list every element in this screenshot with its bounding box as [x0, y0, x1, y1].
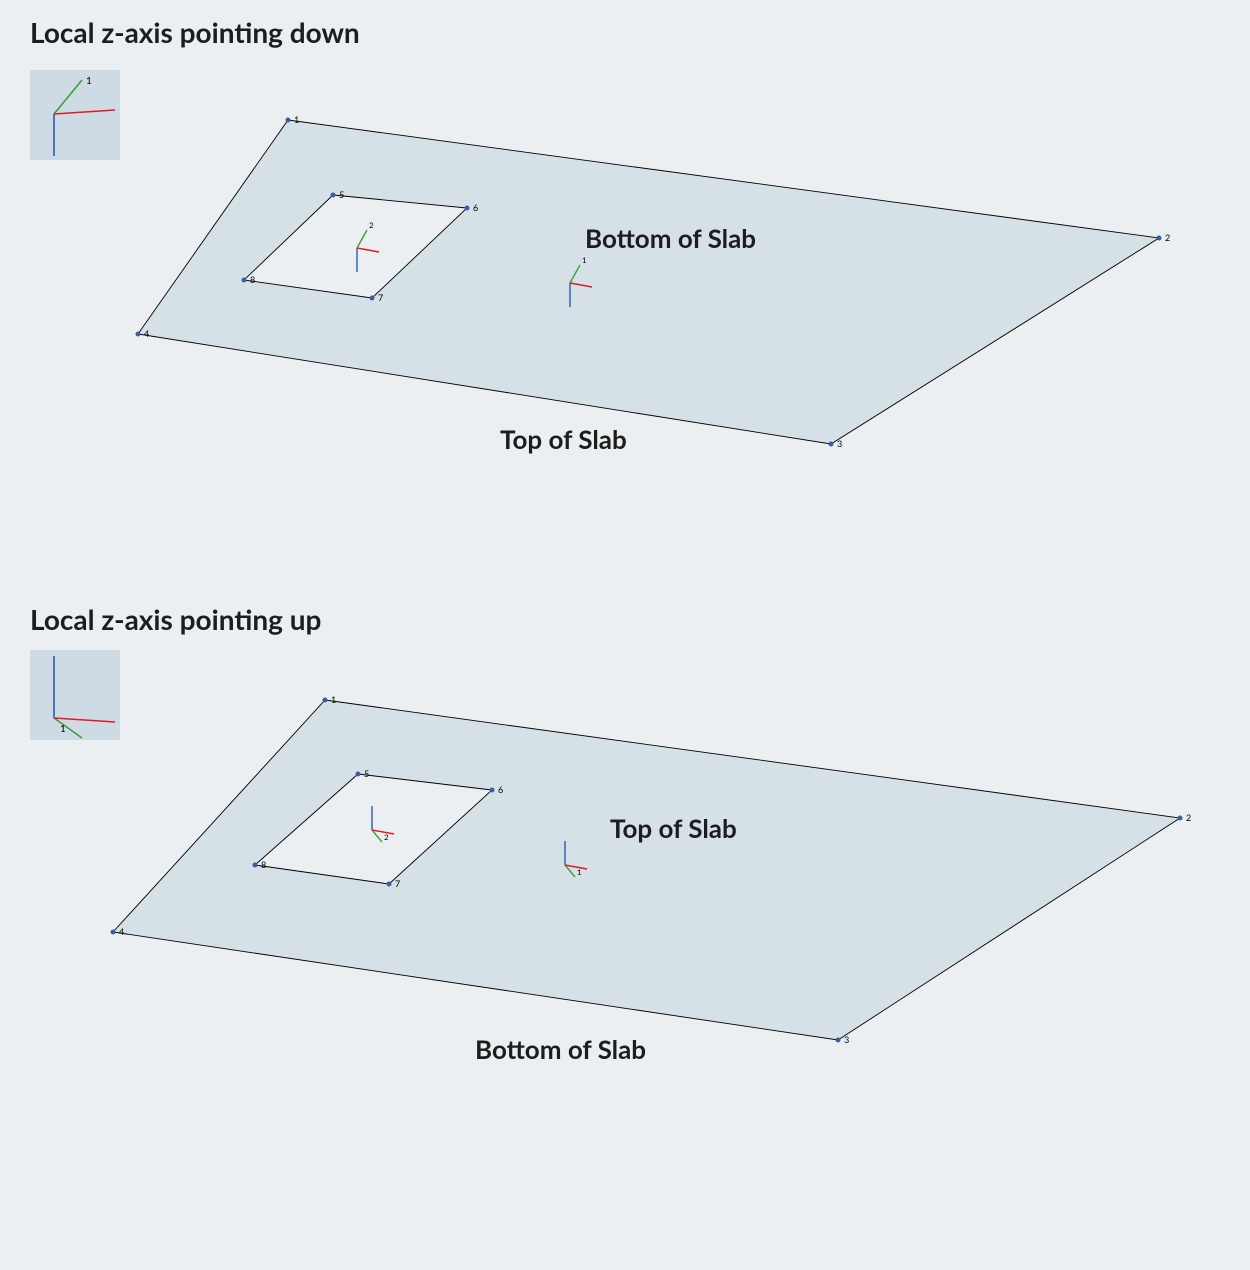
node-point: [829, 442, 834, 447]
node-label: 1: [294, 114, 299, 125]
node-label: 2: [1165, 232, 1170, 243]
node-label: 6: [473, 202, 478, 213]
node-point: [111, 930, 116, 935]
slab-diagram-2: 1 2 3 4 5 6 7 8 1 2: [100, 670, 1210, 1110]
node-label: 7: [378, 292, 383, 303]
slab-svg: 1 2 3 4 5 6 7 8 1 2: [125, 90, 1185, 490]
node-point: [1178, 816, 1183, 821]
node-label: 1: [331, 694, 336, 705]
node-point: [136, 332, 141, 337]
slab-diagram-1: 1 2 3 4 5 6 7 8 1 2: [125, 90, 1185, 490]
svg-text:1: 1: [60, 723, 66, 735]
axis-thumb-1: 1: [30, 70, 120, 160]
slab-svg: 1 2 3 4 5 6 7 8 1 2: [100, 670, 1210, 1110]
label-top-of-slab-1: Top of Slab: [500, 423, 627, 455]
node-point: [836, 1038, 841, 1043]
node-point: [323, 698, 328, 703]
node-point: [465, 206, 470, 211]
node-point: [253, 863, 258, 868]
svg-text:1: 1: [577, 867, 582, 877]
node-point: [370, 296, 375, 301]
label-top-of-slab-2: Top of Slab: [610, 812, 737, 844]
heading-1: Local z-axis pointing down: [30, 15, 360, 49]
node-point: [356, 772, 361, 777]
node-label: 7: [395, 878, 400, 889]
node-point: [286, 118, 291, 123]
node-label: 3: [844, 1034, 849, 1045]
label-bottom-of-slab-2: Bottom of Slab: [475, 1033, 646, 1065]
slab-outer: [113, 700, 1180, 1040]
svg-text:2: 2: [384, 832, 389, 842]
node-label: 8: [261, 859, 266, 870]
svg-text:1: 1: [582, 255, 587, 265]
node-label: 6: [498, 784, 503, 795]
node-label: 2: [1186, 812, 1191, 823]
node-point: [331, 193, 336, 198]
node-point: [242, 278, 247, 283]
svg-text:2: 2: [369, 220, 374, 230]
node-label: 4: [144, 328, 149, 339]
node-label: 5: [339, 189, 344, 200]
heading-2: Local z-axis pointing up: [30, 602, 321, 636]
node-label: 3: [837, 438, 842, 449]
axis-icon: 1: [30, 70, 120, 160]
node-label: 8: [250, 274, 255, 285]
node-label: 4: [119, 926, 124, 937]
node-point: [1157, 236, 1162, 241]
node-point: [387, 882, 392, 887]
node-label: 5: [364, 768, 369, 779]
node-point: [490, 788, 495, 793]
svg-text:1: 1: [86, 75, 92, 87]
label-bottom-of-slab-1: Bottom of Slab: [585, 222, 756, 254]
